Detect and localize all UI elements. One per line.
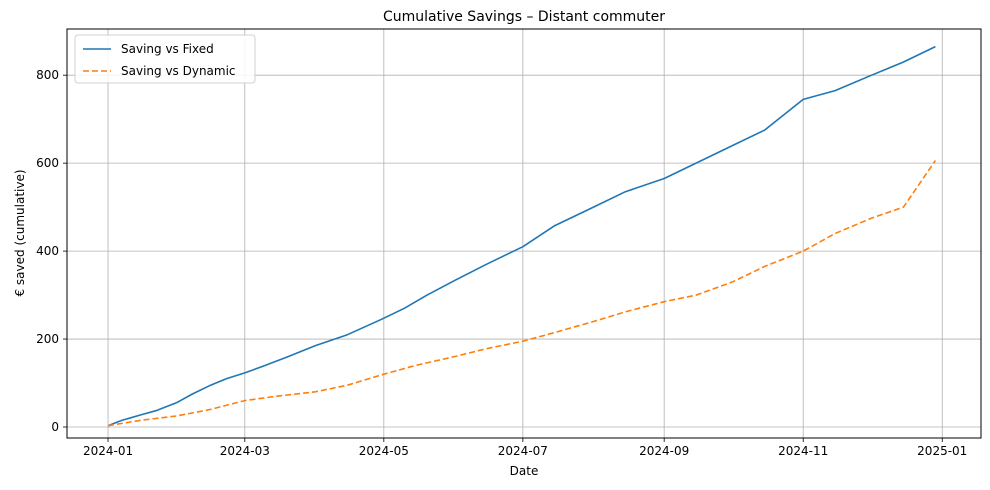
x-axis-label: Date (510, 464, 539, 478)
x-tick-label: 2024-01 (83, 444, 133, 458)
legend: Saving vs Fixed Saving vs Dynamic (74, 34, 256, 84)
x-tick-label: 2024-11 (778, 444, 828, 458)
y-tick-label: 800 (36, 68, 59, 82)
plot-area (66, 28, 982, 439)
legend-box (74, 34, 256, 84)
legend-label: Saving vs Dynamic (121, 64, 236, 78)
y-tick-label: 600 (36, 156, 59, 170)
y-axis: 0 200 400 600 800 (36, 68, 67, 434)
series-line (107, 45, 936, 427)
x-tick-label: 2024-03 (220, 444, 270, 458)
y-tick-label: 200 (36, 332, 59, 346)
chart-title: Cumulative Savings – Distant commuter (383, 9, 665, 25)
x-tick-label: 2024-09 (639, 444, 689, 458)
y-axis-label: € saved (cumulative) (13, 169, 27, 296)
series-layer (107, 45, 937, 427)
grid (67, 29, 981, 438)
x-tick-label: 2025-01 (917, 444, 967, 458)
x-tick-label: 2024-07 (498, 444, 548, 458)
series-line (107, 160, 937, 427)
x-axis: 2024-01 2024-03 2024-05 2024-07 2024-09 2024-… (83, 438, 967, 458)
y-tick-label: 0 (51, 420, 59, 434)
x-tick-label: 2024-05 (359, 444, 409, 458)
legend-label: Saving vs Fixed (121, 42, 214, 56)
y-tick-label: 400 (36, 244, 59, 258)
